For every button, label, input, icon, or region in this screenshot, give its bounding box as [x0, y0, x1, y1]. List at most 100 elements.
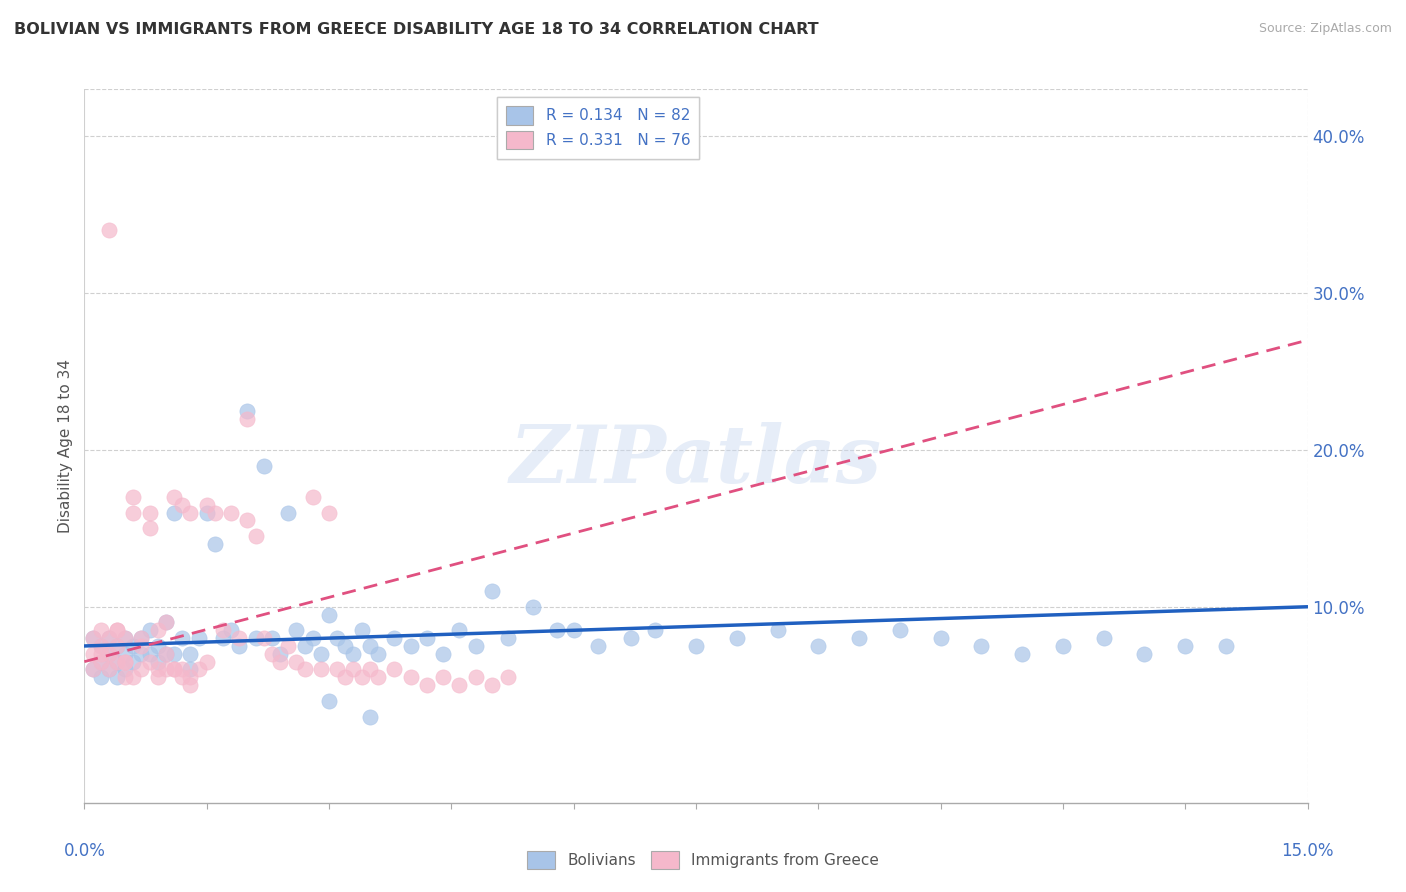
Point	[122, 639, 145, 653]
Point	[277, 506, 299, 520]
Point	[1174, 639, 1197, 653]
Point	[335, 639, 357, 653]
Point	[260, 647, 283, 661]
Point	[269, 655, 291, 669]
Y-axis label: Disability Age 18 to 34: Disability Age 18 to 34	[58, 359, 73, 533]
Point	[301, 490, 323, 504]
Point	[82, 663, 104, 677]
Point	[131, 663, 153, 677]
Point	[138, 624, 160, 638]
Point	[1133, 647, 1156, 661]
Point	[179, 678, 201, 692]
Point	[350, 670, 373, 684]
Point	[105, 624, 128, 638]
Point	[212, 624, 235, 638]
Point	[1011, 647, 1033, 661]
Point	[228, 631, 250, 645]
Point	[90, 670, 112, 684]
Point	[82, 647, 104, 661]
Point	[138, 655, 160, 669]
Point	[1215, 639, 1237, 653]
Point	[464, 670, 486, 684]
Point	[172, 498, 194, 512]
Point	[359, 709, 381, 723]
Point	[399, 670, 422, 684]
Point	[131, 631, 153, 645]
Point	[82, 663, 104, 677]
Point	[245, 529, 267, 543]
Point	[172, 631, 194, 645]
Point	[350, 624, 373, 638]
Point	[179, 663, 201, 677]
Point	[163, 663, 186, 677]
Point	[179, 506, 201, 520]
Text: 15.0%: 15.0%	[1281, 842, 1334, 860]
Point	[522, 599, 544, 614]
Point	[172, 663, 194, 677]
Point	[245, 631, 267, 645]
Point	[301, 631, 323, 645]
Point	[359, 639, 381, 653]
Point	[294, 663, 316, 677]
Point	[187, 631, 209, 645]
Point	[498, 670, 520, 684]
Point	[155, 615, 177, 630]
Point	[90, 655, 112, 669]
Point	[309, 663, 332, 677]
Point	[481, 678, 503, 692]
Point	[146, 624, 169, 638]
Point	[326, 631, 349, 645]
Point	[114, 647, 136, 661]
Point	[195, 506, 218, 520]
Point	[204, 506, 226, 520]
Point	[929, 631, 952, 645]
Point	[326, 663, 349, 677]
Point	[90, 639, 112, 653]
Point	[970, 639, 993, 653]
Point	[179, 647, 201, 661]
Point	[269, 647, 291, 661]
Point	[236, 514, 259, 528]
Text: ZIPatlas: ZIPatlas	[510, 422, 882, 499]
Point	[546, 624, 568, 638]
Point	[620, 631, 643, 645]
Point	[644, 624, 666, 638]
Point	[122, 670, 145, 684]
Point	[146, 655, 169, 669]
Point	[138, 506, 160, 520]
Point	[399, 639, 422, 653]
Point	[163, 663, 186, 677]
Point	[114, 670, 136, 684]
Point	[90, 624, 112, 638]
Point	[294, 639, 316, 653]
Point	[146, 639, 169, 653]
Point	[367, 670, 389, 684]
Point	[105, 639, 128, 653]
Point	[335, 670, 357, 684]
Point	[146, 663, 169, 677]
Point	[187, 663, 209, 677]
Point	[97, 647, 120, 661]
Point	[725, 631, 748, 645]
Point	[848, 631, 870, 645]
Point	[163, 506, 186, 520]
Point	[318, 607, 340, 622]
Point	[97, 663, 120, 677]
Point	[766, 624, 789, 638]
Point	[236, 403, 259, 417]
Point	[90, 655, 112, 669]
Point	[105, 655, 128, 669]
Point	[219, 624, 242, 638]
Point	[122, 655, 145, 669]
Point	[586, 639, 609, 653]
Point	[212, 631, 235, 645]
Point	[807, 639, 830, 653]
Point	[97, 663, 120, 677]
Point	[163, 647, 186, 661]
Point	[342, 647, 364, 661]
Point	[432, 647, 454, 661]
Point	[195, 655, 218, 669]
Point	[90, 647, 112, 661]
Point	[122, 490, 145, 504]
Point	[138, 521, 160, 535]
